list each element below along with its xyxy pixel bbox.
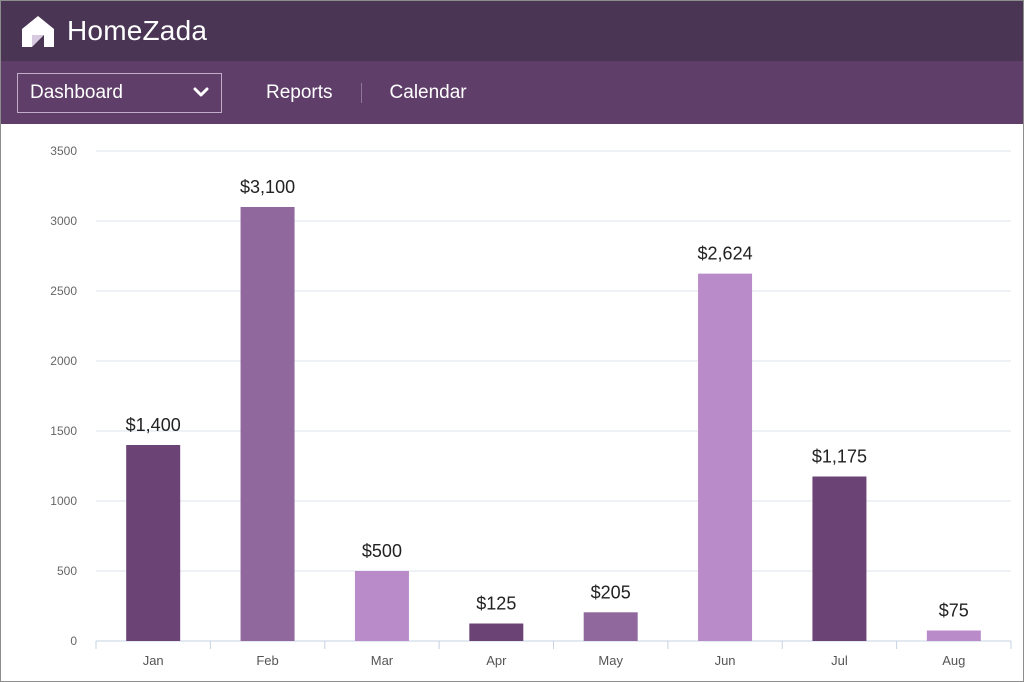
bar-chart: 0 500 1000 1500 2000 2500 3000 3500 $1,400 Jan $3,…: [1, 124, 1023, 681]
data-label: $75: [939, 601, 969, 621]
bar[interactable]: [583, 612, 638, 641]
data-label: $1,175: [812, 447, 867, 467]
y-tick-label: 2000: [50, 354, 77, 368]
data-label: $500: [362, 541, 402, 561]
bar[interactable]: [354, 571, 409, 641]
bar[interactable]: [469, 623, 524, 642]
nav-bar: Dashboard Reports Calendar: [1, 61, 1023, 124]
x-tick-label: Jun: [715, 653, 736, 668]
data-label: $2,624: [698, 244, 753, 264]
chevron-down-icon: [193, 82, 209, 104]
bar[interactable]: [126, 445, 181, 641]
bar[interactable]: [240, 207, 295, 641]
data-label: $125: [476, 594, 516, 614]
x-tick-label: Apr: [486, 653, 507, 668]
y-tick-label: 1500: [50, 424, 77, 438]
y-tick-label: 2500: [50, 284, 77, 298]
data-label: $1,400: [126, 415, 181, 435]
y-tick-label: 1000: [50, 494, 77, 508]
reports-link[interactable]: Reports: [266, 81, 333, 103]
calendar-link[interactable]: Calendar: [389, 81, 467, 103]
dropdown-value: Dashboard: [30, 81, 123, 103]
y-tick-label: 3500: [50, 144, 77, 158]
dashboard-dropdown[interactable]: Dashboard: [17, 72, 222, 113]
y-tick-label: 3000: [50, 214, 77, 228]
x-tick-label: Aug: [942, 653, 965, 668]
y-tick-label: 0: [70, 634, 77, 648]
top-bar: HomeZada: [1, 1, 1023, 61]
data-label: $205: [591, 582, 631, 602]
bar[interactable]: [698, 273, 753, 641]
nav-divider: [360, 82, 362, 103]
y-tick-label: 500: [57, 564, 77, 578]
logo-text[interactable]: HomeZada: [67, 15, 208, 46]
x-tick-label: Mar: [371, 653, 394, 668]
bar[interactable]: [812, 476, 867, 642]
x-tick-label: Jul: [831, 653, 848, 668]
chart-svg: 0 500 1000 1500 2000 2500 3000 3500 $1,400 Jan $3,…: [50, 144, 1012, 668]
x-tick-label: Feb: [256, 653, 278, 668]
x-tick-label: May: [598, 653, 623, 668]
data-label: $3,100: [240, 177, 295, 197]
x-tick-label: Jan: [143, 653, 164, 668]
bar[interactable]: [926, 630, 981, 642]
house-logo-icon[interactable]: [17, 10, 59, 52]
